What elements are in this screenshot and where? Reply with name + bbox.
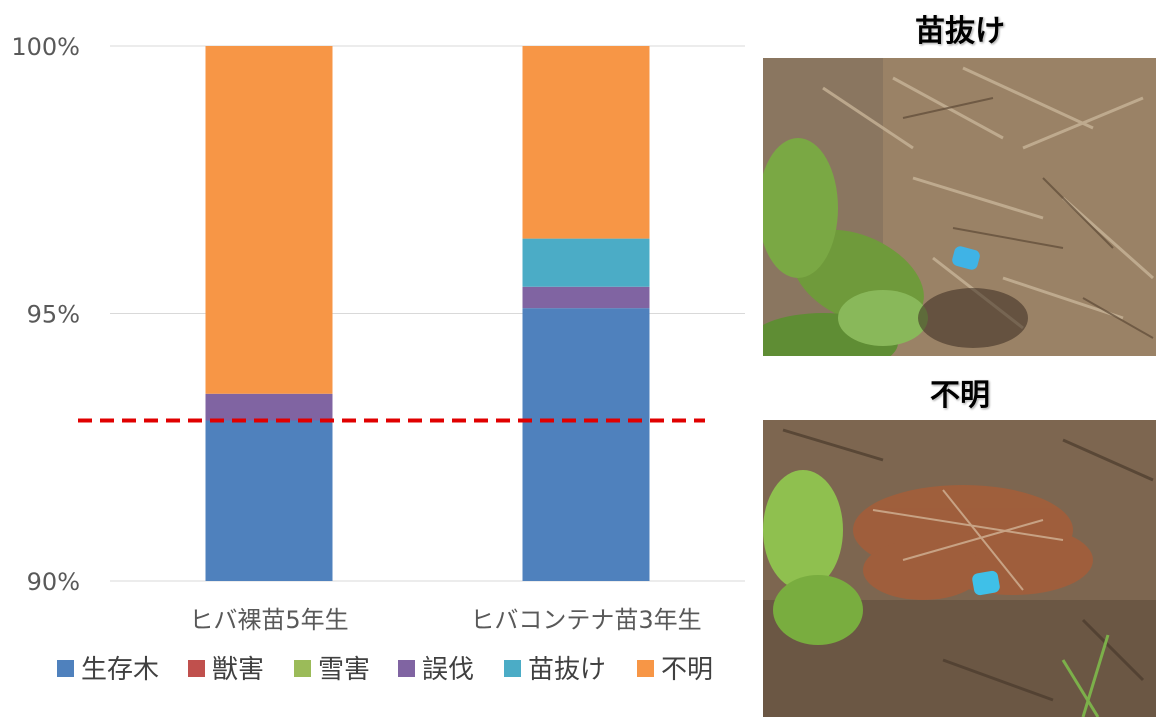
- category-label: ヒバ裸苗5年生: [189, 606, 348, 634]
- photo-title-uprooted: 苗抜け: [915, 14, 1005, 49]
- photo-title-unknown: 不明: [930, 378, 990, 413]
- legend-swatch: [504, 660, 521, 677]
- y-tick-label: 100%: [11, 33, 80, 61]
- legend-label: 獣害: [212, 655, 264, 685]
- legend-label: 苗抜け: [528, 655, 606, 685]
- legend-swatch: [637, 660, 654, 677]
- y-tick-label: 90%: [27, 568, 80, 596]
- legend-swatch: [294, 660, 311, 677]
- bar-segment: [205, 420, 333, 581]
- bar-segment: [522, 46, 650, 239]
- stacked-bar-chart: 90% 95% 100% ヒバ裸苗5年生 ヒバコンテナ苗3年生 生存木 獣害 雪害 誤伐 苗抜…: [11, 33, 745, 685]
- y-tick-label: 95%: [27, 301, 80, 329]
- legend-swatch: [57, 660, 74, 677]
- legend-label: 生存木: [81, 655, 159, 685]
- legend-swatch: [188, 660, 205, 677]
- category-label: ヒバコンテナ苗3年生: [470, 606, 701, 634]
- bar-segment: [522, 286, 650, 309]
- uprooted-seedling-photo: [763, 58, 1156, 356]
- dead-seedling-photo: [763, 420, 1156, 717]
- legend-swatch: [398, 660, 415, 677]
- bar-segment: [522, 238, 650, 287]
- bar-segment: [205, 393, 333, 421]
- legend-label: 不明: [661, 655, 713, 685]
- legend-label: 雪害: [318, 655, 370, 685]
- legend-label: 誤伐: [422, 655, 474, 685]
- bar-segment: [205, 46, 333, 394]
- bar-segment: [522, 308, 650, 581]
